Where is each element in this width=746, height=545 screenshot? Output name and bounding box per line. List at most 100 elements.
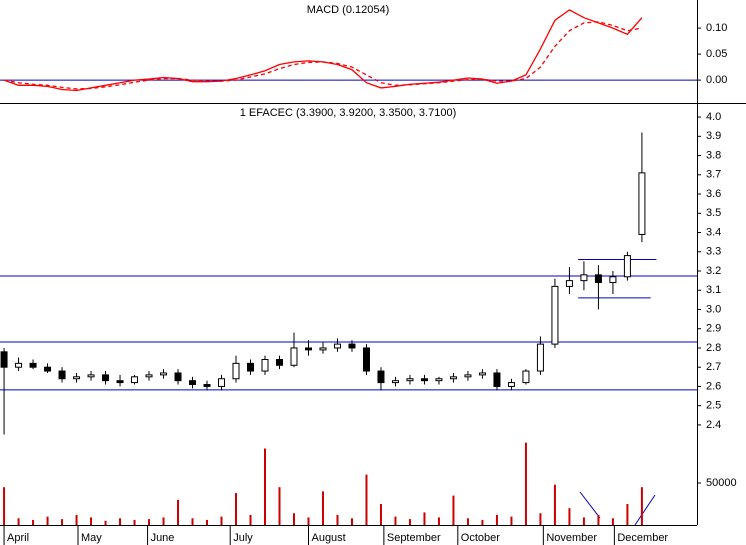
volume-bar: [17, 518, 20, 525]
volume-bar: [553, 484, 556, 525]
volume-bar: [379, 504, 382, 525]
candle-body: [261, 359, 269, 372]
y-tick-label: 3.4: [706, 226, 721, 238]
candle-body: [29, 362, 37, 368]
x-tick-label: April: [7, 532, 29, 544]
candle-body: [638, 172, 646, 235]
volume-bar: [611, 518, 614, 525]
candle-body: [189, 380, 197, 386]
candle-body: [493, 372, 501, 387]
volume-bar: [148, 519, 151, 525]
volume-bar: [206, 519, 209, 525]
candle-body: [218, 378, 226, 387]
volume-bar: [191, 518, 194, 525]
volume-bar: [408, 519, 411, 525]
volume-bar: [104, 520, 107, 525]
macd-title: MACD (0.12054): [307, 4, 390, 16]
volume-bar: [626, 504, 629, 525]
candle-body: [362, 347, 370, 372]
volume-bar: [90, 517, 93, 525]
y-tick-label: 3.8: [706, 149, 721, 161]
volume-bar: [32, 519, 35, 525]
candle-body: [44, 366, 52, 372]
candle-body: [348, 343, 356, 349]
y-tick-label: 3.2: [706, 265, 721, 277]
volume-bar: [495, 514, 498, 525]
candle-body: [464, 374, 472, 378]
y-tick-label: 2.8: [706, 342, 721, 354]
macd-line: [3, 21, 643, 90]
candle-body: [232, 362, 240, 380]
y-tick-label: 3.6: [706, 188, 721, 200]
candle-body: [478, 372, 486, 376]
candle-body: [304, 347, 312, 351]
candle-body: [203, 384, 211, 387]
volume-bar: [394, 516, 397, 525]
y-tick-label: 2.5: [706, 400, 721, 412]
candle-body: [333, 343, 341, 349]
volume-bar: [539, 513, 542, 525]
volume-bar: [46, 516, 49, 525]
x-tick-label: July: [233, 532, 253, 544]
candle-body: [507, 382, 515, 387]
y-tick-label: 50000: [706, 477, 737, 489]
y-tick-label: 0.00: [706, 74, 727, 86]
trend-line: [579, 491, 601, 519]
volume-bar: [510, 516, 513, 525]
y-tick-label: 3.9: [706, 130, 721, 142]
y-tick-label: 2.4: [706, 419, 721, 431]
price-title: 1 EFACEC (3.3900, 3.9200, 3.3500, 3.7100…: [240, 107, 456, 119]
volume-bar: [336, 514, 339, 525]
volume-bar: [466, 518, 469, 525]
volume-bar: [321, 491, 324, 525]
x-tick-label: November: [546, 532, 597, 544]
volume-bar: [481, 519, 484, 525]
candle-body: [406, 378, 414, 382]
candle-body: [0, 351, 8, 368]
candle-body: [87, 374, 95, 378]
volume-bar: [249, 514, 252, 525]
candle-body: [565, 280, 573, 287]
y-tick-label: 0.10: [706, 22, 727, 34]
y-tick-label: 3.0: [706, 303, 721, 315]
volume-bar: [452, 495, 455, 525]
volume-bar: [278, 487, 281, 525]
volume-bar: [263, 448, 266, 525]
volume-bar: [640, 487, 643, 525]
x-tick-label: September: [387, 532, 441, 544]
volume-bar: [235, 493, 238, 525]
y-tick-label: 2.6: [706, 380, 721, 392]
y-tick-label: 2.7: [706, 361, 721, 373]
volume-bar: [365, 474, 368, 525]
candle-body: [449, 376, 457, 380]
x-tick-label: June: [151, 532, 175, 544]
candle-body: [551, 285, 559, 345]
x-tick-label: August: [311, 532, 345, 544]
y-tick-label: 2.9: [706, 323, 721, 335]
candle-body: [391, 380, 399, 384]
x-tick-label: October: [461, 532, 500, 544]
volume-bar: [3, 487, 6, 525]
volume-bar: [437, 517, 440, 525]
candle-body: [15, 362, 23, 368]
candle-body: [435, 378, 443, 382]
candle-body: [623, 255, 631, 278]
volume-bar: [307, 517, 310, 525]
volume-bar: [61, 519, 64, 525]
y-tick-label: 3.7: [706, 169, 721, 181]
candle-body: [73, 376, 81, 380]
candle-body: [377, 370, 385, 384]
candle-body: [131, 376, 139, 384]
y-tick-label: 3.5: [706, 207, 721, 219]
volume-bar: [597, 514, 600, 525]
candle-body: [145, 374, 153, 378]
volume-bar: [177, 499, 180, 525]
trend-line: [634, 494, 656, 526]
candle-body: [580, 274, 588, 282]
volume-bar: [119, 518, 122, 525]
candle-body: [174, 372, 182, 382]
volume-bar: [220, 516, 223, 525]
y-tick-label: 3.3: [706, 246, 721, 258]
